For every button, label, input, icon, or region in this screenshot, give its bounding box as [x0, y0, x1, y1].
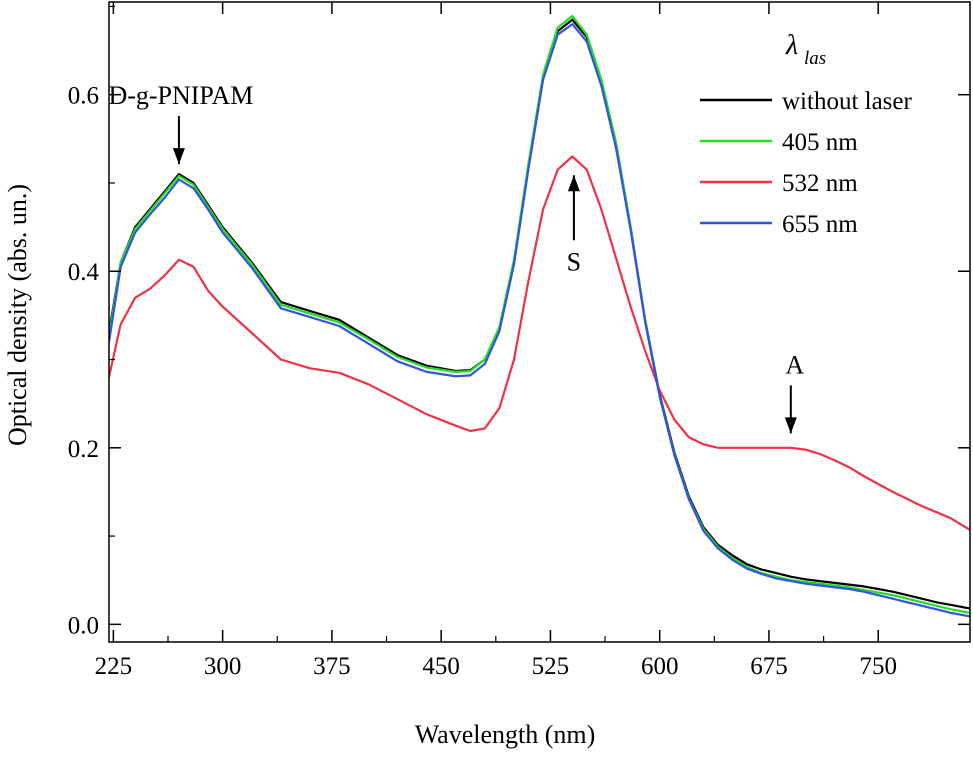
- series-line-3: [109, 23, 970, 618]
- plot-frame: [108, 1, 971, 643]
- series-layer: [109, 15, 970, 618]
- y-axis-ticks: 0.0 0.2 0.4 0.6: [68, 5, 970, 639]
- annotation-arrow-0-head: [172, 148, 185, 165]
- x-tick-label: 375: [313, 653, 351, 680]
- x-tick-label: 600: [641, 653, 679, 680]
- y-tick-label: 0.0: [68, 612, 99, 639]
- annotations: D-g-PNIPAM S A: [108, 81, 804, 434]
- legend-label-1: 405 nm: [782, 129, 858, 156]
- x-tick-label: 450: [422, 653, 460, 680]
- legend-label-2: 532 nm: [782, 170, 858, 197]
- x-axis-title: Wavelength (nm): [415, 720, 596, 749]
- annotation-label-2: A: [785, 350, 804, 379]
- x-axis-ticks: 225 300 375 450 525 600 675 750: [95, 2, 897, 680]
- series-line-2: [109, 155, 970, 531]
- annotation-arrow-2-head: [784, 417, 797, 434]
- x-tick-label: 750: [859, 653, 897, 680]
- x-tick-label: 525: [532, 653, 570, 680]
- annotation-label-0: D-g-PNIPAM: [108, 81, 253, 110]
- annotation-arrow-1-head: [567, 175, 580, 192]
- legend: λ las without laser 405 nm 532 nm 655 nm: [700, 30, 913, 238]
- annotation-label-1: S: [567, 247, 581, 276]
- series-line-1: [109, 15, 970, 614]
- y-tick-label: 0.6: [68, 83, 99, 110]
- y-tick-label: 0.4: [68, 259, 100, 286]
- y-axis-title: Optical density (abs. un.): [3, 184, 32, 446]
- x-tick-label: 675: [750, 653, 788, 680]
- y-tick-label: 0.2: [68, 436, 99, 463]
- x-tick-label: 300: [204, 653, 242, 680]
- legend-label-0: without laser: [782, 88, 913, 115]
- legend-title-subscript: las: [804, 48, 826, 69]
- legend-title-lambda: λ: [785, 30, 798, 61]
- x-tick-label: 225: [95, 653, 133, 680]
- legend-label-3: 655 nm: [782, 211, 858, 238]
